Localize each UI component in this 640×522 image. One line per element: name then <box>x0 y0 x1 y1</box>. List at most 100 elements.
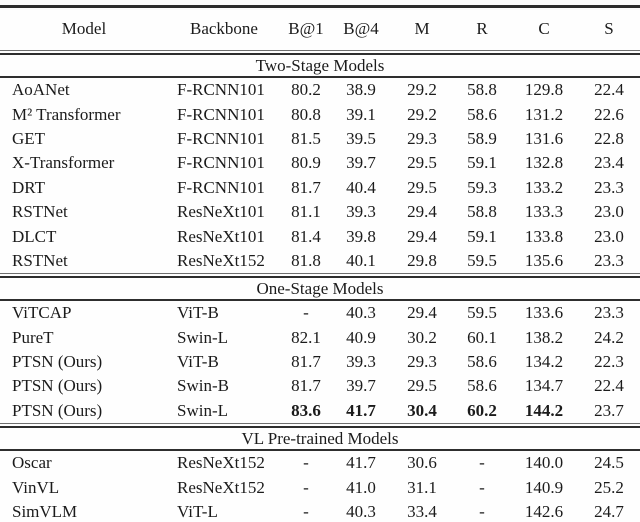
cell-metric: 140.9 <box>524 477 564 497</box>
column-header-bleu4: B@4 <box>343 18 379 38</box>
cell-metric: 39.7 <box>346 153 376 173</box>
cell-metric: 29.5 <box>407 376 437 396</box>
cell-metric: 81.5 <box>291 128 321 148</box>
cell-metric: 29.4 <box>407 202 437 222</box>
cell-metric: 81.7 <box>291 352 321 372</box>
section-top-rule <box>0 423 640 429</box>
cell-metric: 129.8 <box>524 80 564 100</box>
table-body: Two-Stage Models AoANet F-RCNN101 80.2 38.9 2… <box>0 50 640 522</box>
cell-backbone: ResNeXt152 <box>177 250 265 270</box>
cell-metric: 40.4 <box>346 177 376 197</box>
cell-model: ViTCAP <box>12 303 72 323</box>
cell-metric: 140.0 <box>524 453 564 473</box>
cell-metric: - <box>303 477 309 497</box>
cell-model: DLCT <box>12 226 57 246</box>
column-header-cider: C <box>538 18 550 38</box>
cell-metric: 22.4 <box>594 376 624 396</box>
table-row: Oscar ResNeXt152 - 41.7 30.6 - 140.0 24.5 <box>0 451 640 475</box>
table-row: RSTNet ResNeXt101 81.1 39.3 29.4 58.8 133.3 23.… <box>0 200 640 224</box>
cell-metric: 81.1 <box>291 202 321 222</box>
table-row: GET F-RCNN101 81.5 39.5 29.3 58.9 131.6 22.8 <box>0 127 640 151</box>
cell-metric: 39.3 <box>346 202 376 222</box>
cell-metric: 40.3 <box>346 502 376 522</box>
cell-metric: - <box>479 453 485 473</box>
cell-metric: 29.4 <box>407 303 437 323</box>
cell-backbone: ViT-B <box>177 303 219 323</box>
cell-backbone: ViT-L <box>177 502 218 522</box>
table-row: PureT Swin-L 82.1 40.9 30.2 60.1 138.2 24.2 <box>0 326 640 350</box>
cell-metric: 33.4 <box>407 502 437 522</box>
cell-metric: 81.7 <box>291 376 321 396</box>
cell-metric: 134.2 <box>524 352 564 372</box>
cell-metric: 58.6 <box>467 376 497 396</box>
section-bottom-rule <box>0 299 640 302</box>
cell-model: VinVL <box>12 477 60 497</box>
cell-metric: 59.3 <box>467 177 497 197</box>
cell-metric: 29.5 <box>407 153 437 173</box>
cell-metric: 135.6 <box>524 250 564 270</box>
column-header-rouge: R <box>476 18 488 38</box>
cell-metric: 29.2 <box>407 104 437 124</box>
table-row: PTSN (Ours) Swin-B 81.7 39.7 29.5 58.6 134.7 22… <box>0 374 640 398</box>
cell-metric: 23.7 <box>594 400 624 420</box>
cell-backbone: ResNeXt152 <box>177 453 265 473</box>
cell-model: M² Transformer <box>12 104 121 124</box>
cell-backbone: F-RCNN101 <box>177 80 265 100</box>
section-header: Two-Stage Models <box>255 55 385 75</box>
cell-metric: 82.1 <box>291 327 321 347</box>
cell-model: PureT <box>12 327 54 347</box>
cell-metric: 138.2 <box>524 327 564 347</box>
section-bottom-rule <box>0 449 640 452</box>
cell-metric: 23.3 <box>594 177 624 197</box>
section-top-rule <box>0 273 640 279</box>
cell-backbone: ResNeXt152 <box>177 477 265 497</box>
column-header-backbone: Backbone <box>190 18 258 38</box>
cell-model: PTSN (Ours) <box>12 400 103 420</box>
cell-metric: 133.6 <box>524 303 564 323</box>
table-row: PTSN (Ours) Swin-L 83.6 41.7 30.4 60.2 144.2 23… <box>0 399 640 423</box>
table-row: M² Transformer F-RCNN101 80.8 39.1 29.2 58.6 1… <box>0 102 640 126</box>
cell-metric: 59.1 <box>467 153 497 173</box>
cell-metric: 22.4 <box>594 80 624 100</box>
column-header-meteor: M <box>414 18 430 38</box>
cell-metric: 58.6 <box>467 104 497 124</box>
cell-metric: 58.8 <box>467 202 497 222</box>
cell-metric: 25.2 <box>594 477 624 497</box>
cell-metric: 23.0 <box>594 226 624 246</box>
cell-metric: 81.4 <box>291 226 321 246</box>
cell-backbone: F-RCNN101 <box>177 153 265 173</box>
table-row: X-Transformer F-RCNN101 80.9 39.7 29.5 59.1 13… <box>0 151 640 175</box>
cell-metric: - <box>303 502 309 522</box>
cell-backbone: Swin-L <box>177 400 228 420</box>
cell-backbone: F-RCNN101 <box>177 104 265 124</box>
cell-metric: - <box>479 502 485 522</box>
cell-model: PTSN (Ours) <box>12 352 103 372</box>
cell-metric: - <box>303 303 309 323</box>
cell-metric: 39.5 <box>346 128 376 148</box>
cell-metric: 39.1 <box>346 104 376 124</box>
cell-metric: 23.3 <box>594 250 624 270</box>
cell-metric: 134.7 <box>524 376 564 396</box>
cell-metric: 29.5 <box>407 177 437 197</box>
cell-metric: 81.8 <box>291 250 321 270</box>
table-header-row: Model Backbone B@1 B@4 M R C S <box>0 8 640 51</box>
cell-backbone: Swin-L <box>177 327 228 347</box>
cell-metric: 41.0 <box>346 477 376 497</box>
cell-metric: 60.2 <box>467 400 497 420</box>
cell-backbone: ResNeXt101 <box>177 202 265 222</box>
cell-metric: 80.8 <box>291 104 321 124</box>
cell-metric: 40.3 <box>346 303 376 323</box>
cell-metric: 41.7 <box>346 453 376 473</box>
cell-metric: 29.8 <box>407 250 437 270</box>
cell-metric: 23.4 <box>594 153 624 173</box>
cell-metric: 29.3 <box>407 128 437 148</box>
cell-metric: 29.2 <box>407 80 437 100</box>
table-row: RSTNet ResNeXt152 81.8 40.1 29.8 59.5 135.6 23.… <box>0 249 640 273</box>
cell-metric: - <box>479 477 485 497</box>
cell-metric: 30.6 <box>407 453 437 473</box>
cell-metric: 80.2 <box>291 80 321 100</box>
cell-metric: 31.1 <box>407 477 437 497</box>
cell-metric: 30.2 <box>407 327 437 347</box>
cell-metric: 39.3 <box>346 352 376 372</box>
